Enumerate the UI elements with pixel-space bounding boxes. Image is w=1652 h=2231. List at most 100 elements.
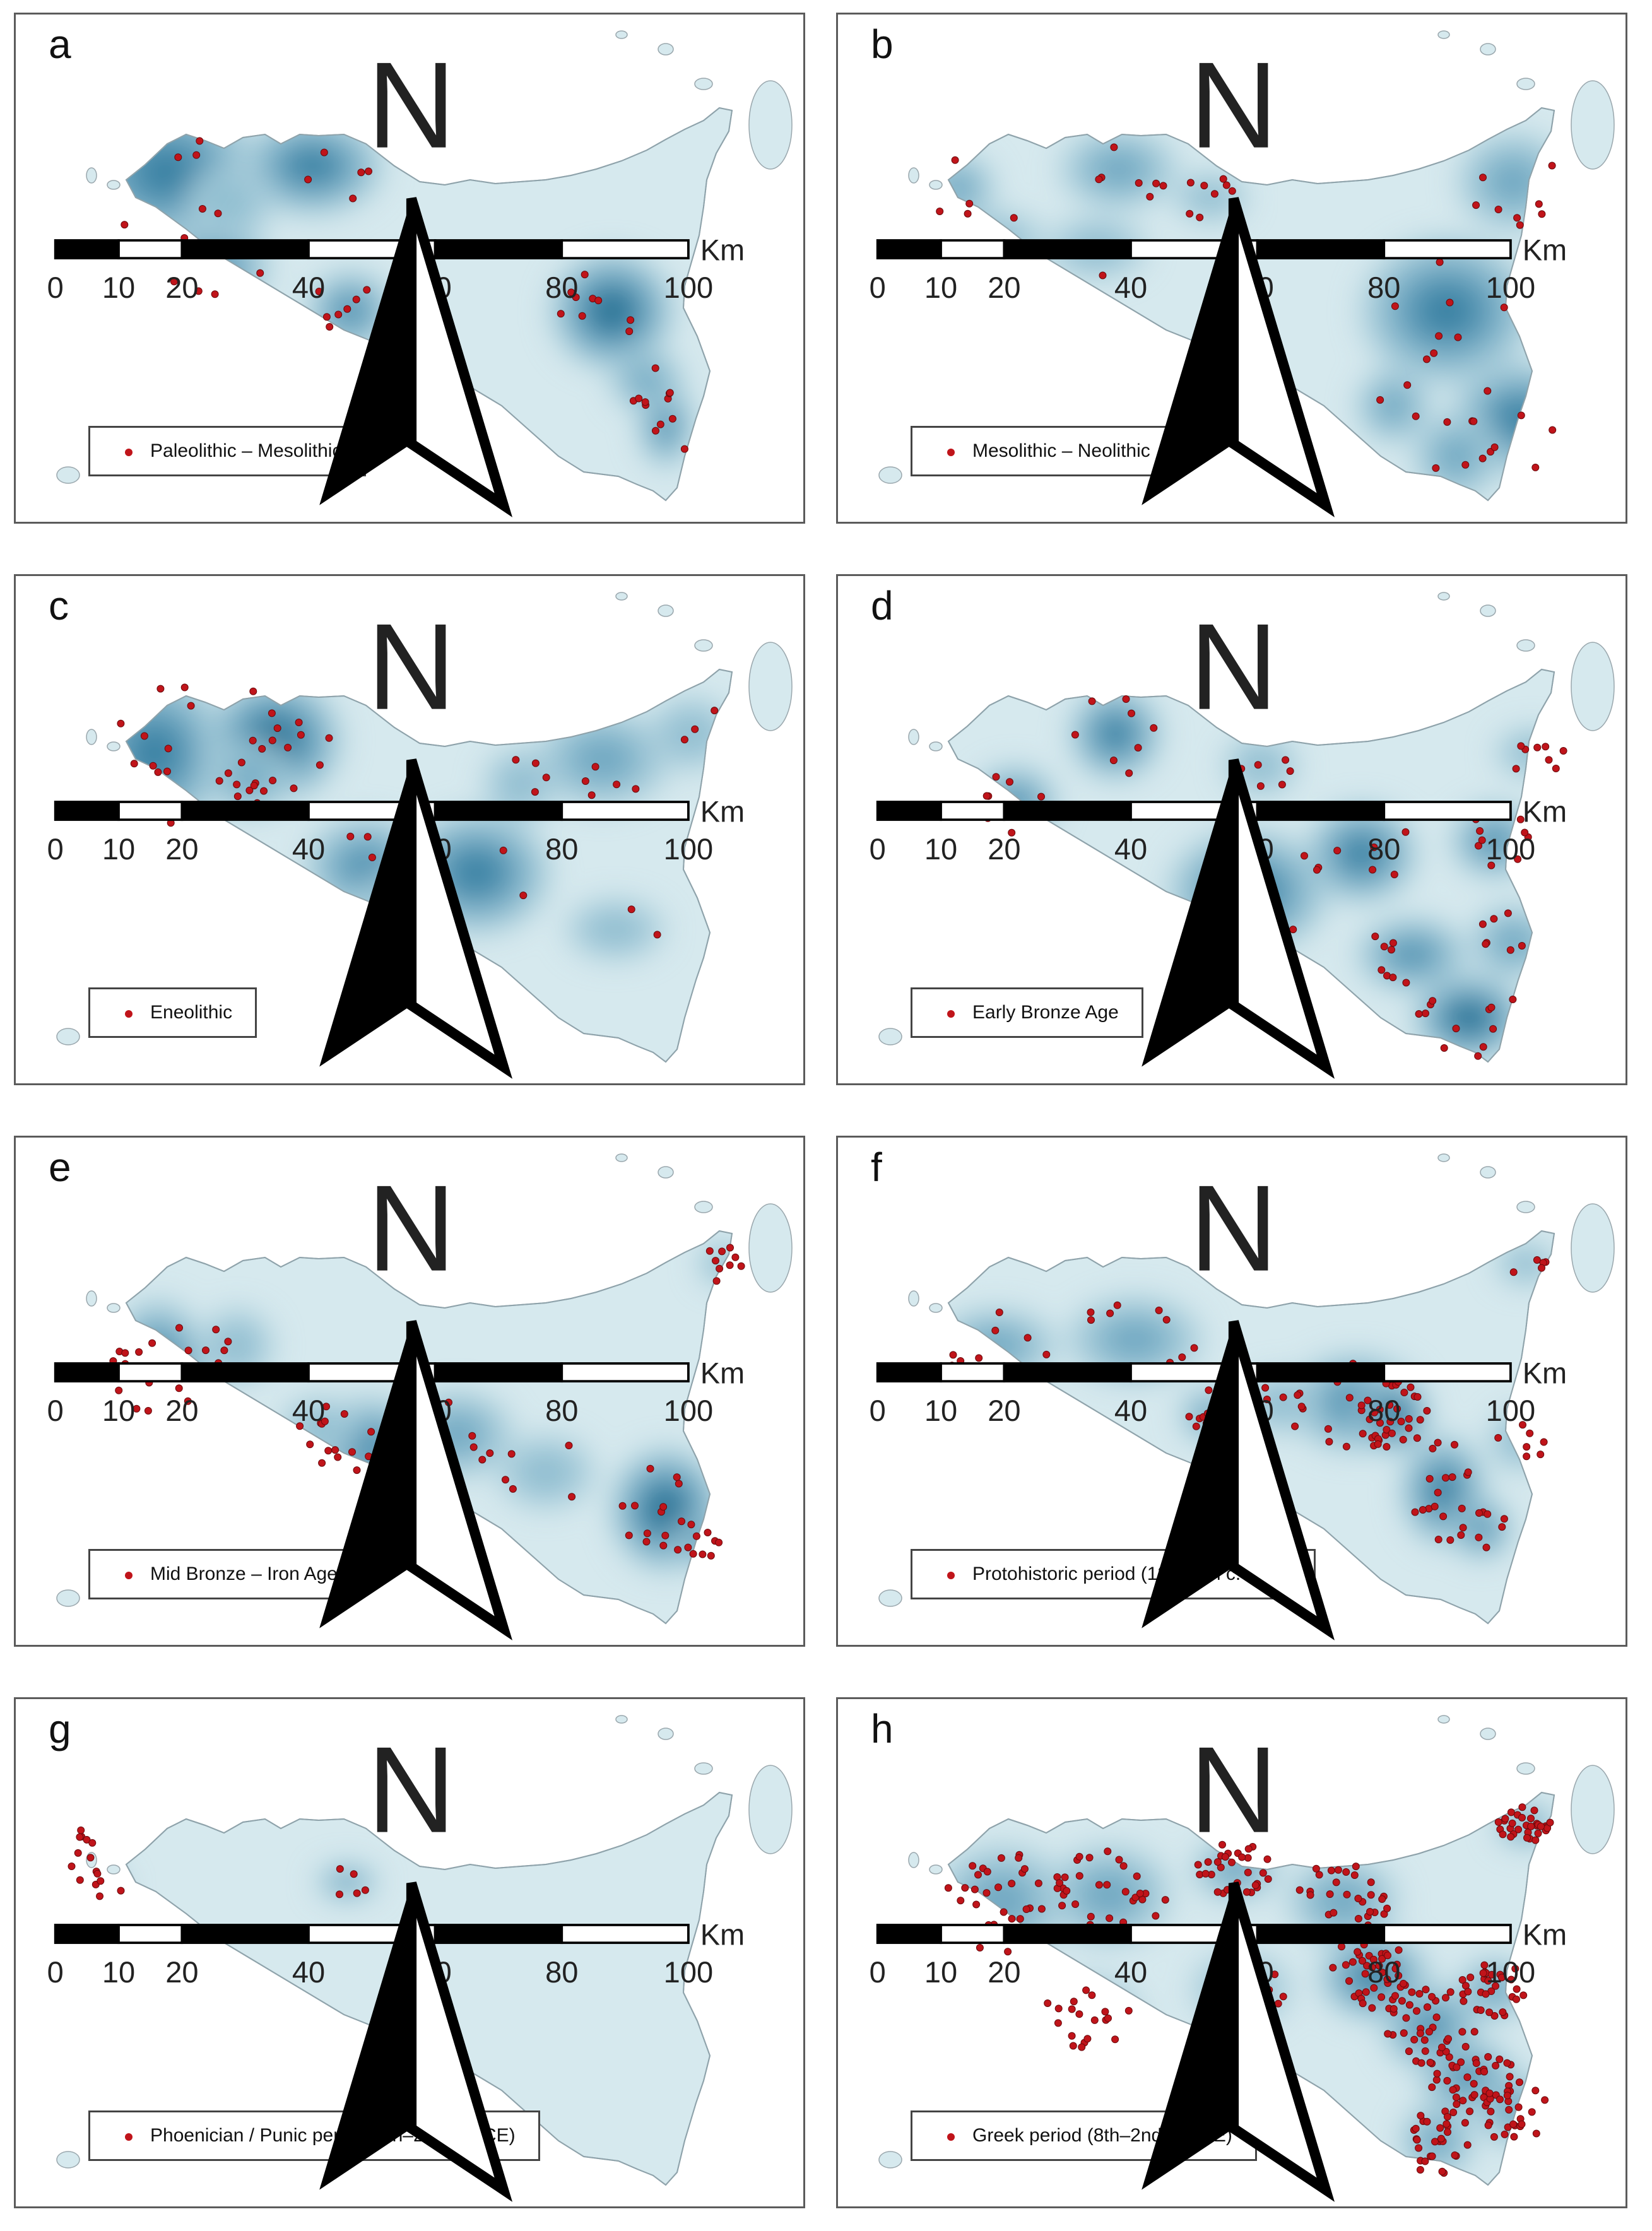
site-point [1000,1908,1008,1916]
site-point [627,316,635,324]
site-point [1256,782,1265,790]
site-point [1466,2107,1474,2116]
site-point [1425,2028,1433,2036]
site-point [133,1404,141,1413]
minor-island [658,1166,674,1179]
site-point [1359,1999,1367,2008]
scale-tick-label: 80 [545,271,578,304]
scale-tick-label: 0 [47,832,64,866]
site-point [1071,1900,1080,1908]
site-point [1424,2003,1431,2011]
site-point [365,167,372,175]
minor-island [615,1153,628,1162]
scale-unit-label: Km [700,1356,745,1389]
minor-island [56,466,80,484]
scale-segment [940,1362,1006,1383]
site-point [1186,209,1194,218]
site-point [318,1459,326,1467]
minor-island [1480,1728,1496,1740]
site-point [1104,2014,1112,2022]
site-point [1205,1386,1213,1394]
map-panel-f: f Protohistoric period (13th–8th c. BCE)… [836,1136,1627,1647]
scale-tick-label: 40 [1114,832,1147,866]
site-point [965,199,974,208]
site-point [144,1407,152,1415]
site-point [1477,2006,1485,2014]
site-point [1512,765,1520,773]
scale-segment [560,239,690,260]
scale-segment [1383,1924,1512,1945]
site-point [1395,1946,1403,1954]
density-contour [1393,942,1431,967]
site-point [1022,1905,1030,1913]
site-points [117,683,719,939]
site-point [346,832,355,840]
site-point [499,846,507,854]
site-point [1444,2128,1451,2136]
site-point [1454,333,1462,341]
site-point [659,1503,668,1511]
site-point [1470,2028,1478,2036]
site-point [1251,1881,1260,1889]
site-point [1457,1531,1465,1539]
site-point [1219,175,1227,183]
site-point [1416,1416,1424,1424]
site-point [1429,1444,1437,1452]
site-point [1484,1510,1492,1518]
scale-tick-label: 20 [988,271,1020,304]
site-point [509,1485,517,1493]
site-point [992,773,1000,781]
site-point [1535,200,1543,208]
site-point [115,1386,123,1394]
site-point [632,785,640,793]
scale-unit-label: Km [700,233,745,266]
site-point [1523,1452,1531,1461]
site-point [1521,828,1529,837]
site-point [1313,866,1321,874]
scale-segment [560,801,690,821]
site-point [1538,210,1546,218]
site-point [1413,1434,1421,1442]
site-point [1345,1394,1354,1402]
site-point [331,1446,339,1454]
minor-island [1571,1765,1615,1854]
site-point [1533,743,1542,751]
north-arrow-right [406,758,513,1079]
site-point [1109,756,1118,765]
site-point [1088,1991,1096,1999]
minor-island [86,729,97,745]
site-point [1342,1442,1350,1451]
site-point [961,1884,969,1892]
site-point [1485,2089,1494,2097]
site-point [1434,1488,1442,1497]
site-point [245,786,254,794]
site-point [1113,1301,1121,1309]
site-point [1106,1914,1114,1922]
north-label: N [367,1722,456,1859]
site-point [1020,1865,1029,1873]
site-point [1034,1879,1042,1887]
site-point [1397,1418,1405,1425]
site-point [1510,2133,1518,2141]
site-point [1101,2008,1109,2016]
site-point [1516,815,1525,823]
scale-bar: 01020406080100Km [47,233,745,304]
north-label: N [1189,1160,1278,1297]
site-point [1103,1881,1111,1889]
site-point [1366,1908,1374,1916]
site-point [1484,2053,1492,2061]
legend-label: Mesolithic – Neolithic [972,440,1150,461]
site-point [627,905,635,914]
site-point [1407,1383,1415,1391]
site-point [1458,1504,1466,1512]
site-point [297,731,305,739]
north-arrow-right [1228,758,1335,1079]
site-point [976,1944,984,1951]
site-point [565,1442,573,1449]
site-point [1329,1963,1337,1972]
scale-tick-label: 10 [102,832,135,866]
site-point [1402,979,1410,987]
site-point [1526,1429,1534,1437]
site-point [731,1253,740,1261]
site-point [1519,1421,1526,1429]
